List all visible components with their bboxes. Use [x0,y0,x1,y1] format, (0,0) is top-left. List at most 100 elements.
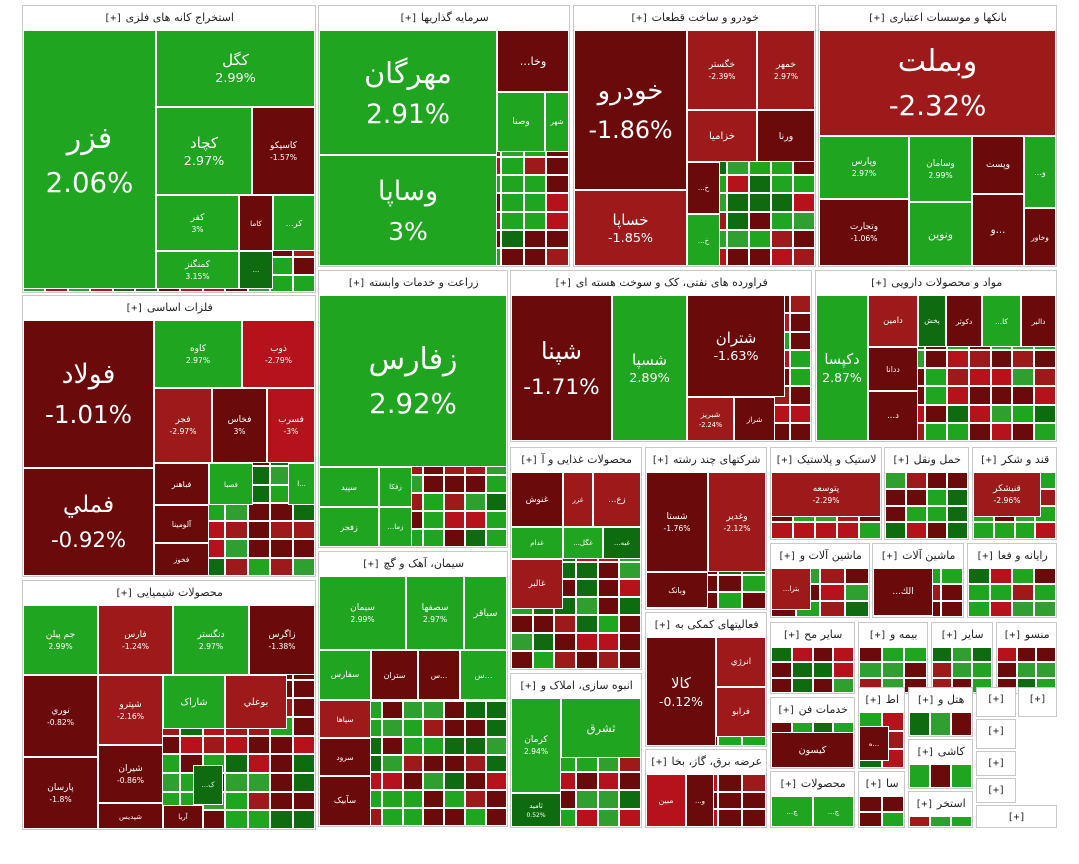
expand-button[interactable]: [+] [653,620,672,631]
minor-stock-tile[interactable] [727,175,750,194]
stock-tile[interactable]: خمهر 2.97% [757,30,815,110]
minor-stock-tile[interactable] [951,712,972,736]
minor-stock-tile[interactable] [844,584,869,601]
minor-stock-tile[interactable] [597,790,620,809]
sector-header[interactable]: بیمه و [+] [859,623,927,647]
stock-tile[interactable]: فولاد -1.01% [23,320,154,468]
minor-stock-tile[interactable] [990,600,1012,617]
minor-stock-tile[interactable] [423,701,445,719]
minor-stock-tile[interactable] [793,175,815,194]
minor-stock-tile[interactable] [718,809,742,827]
minor-stock-tile[interactable] [820,600,845,617]
sector-header[interactable]: فعالیتهای کمکی به [+] [646,613,766,637]
expand-button[interactable]: [+] [986,758,1006,769]
minor-stock-tile[interactable] [619,615,641,634]
stock-tile[interactable]: غبه... [603,527,641,559]
stock-tile[interactable]: سپاها [319,700,371,738]
minor-stock-tile[interactable] [771,662,792,678]
minor-stock-tile[interactable] [486,808,507,826]
minor-stock-tile[interactable] [225,791,248,811]
stock-tile[interactable]: ...ا [288,463,315,505]
minor-stock-tile[interactable] [500,157,524,176]
stock-tile[interactable]: ورنا [757,110,815,162]
expand-button[interactable]: [+] [779,779,798,790]
stock-tile[interactable]: و... [686,774,714,827]
expand-button[interactable]: [+] [976,551,995,562]
stock-tile[interactable]: کاوه 2.97% [154,320,242,388]
minor-stock-tile[interactable] [270,773,293,792]
sector-header[interactable]: بانکها و موسسات اعتباری [+] [819,6,1056,30]
sector-header[interactable]: قند و شکر [+] [973,448,1056,472]
stock-tile[interactable]: شیران -0.86% [98,745,163,803]
stock-tile[interactable]: فصبا [209,463,253,505]
minor-stock-tile[interactable] [292,557,315,576]
minor-stock-tile[interactable] [1012,349,1035,368]
minor-stock-tile[interactable] [930,816,951,827]
minor-stock-tile[interactable] [381,808,403,826]
minor-stock-tile[interactable] [771,647,792,663]
minor-stock-tile[interactable] [789,313,811,332]
expand-button[interactable]: [+] [864,779,883,790]
stock-tile[interactable]: آلومينا [154,505,209,543]
minor-stock-tile[interactable] [546,229,569,248]
stock-tile[interactable]: وخا... [497,30,569,92]
expand-button[interactable]: [+] [1007,812,1026,823]
stock-tile[interactable]: سصفها 2.97% [406,576,464,650]
stock-tile[interactable]: و... [1024,136,1056,208]
stock-tile[interactable]: وسامان 2.99% [909,136,972,202]
stock-tile[interactable]: شستا -1.76% [646,472,708,572]
minor-stock-tile[interactable] [1012,422,1035,441]
minor-stock-tile[interactable] [225,557,248,576]
minor-stock-tile[interactable] [771,677,792,693]
sector-header[interactable]: خدمات فن [+] [771,698,854,722]
minor-stock-tile[interactable] [247,735,271,755]
minor-stock-tile[interactable] [402,718,424,737]
stock-tile[interactable]: مبين [646,774,686,827]
minor-stock-tile[interactable] [946,386,969,405]
minor-stock-tile[interactable] [990,584,1012,601]
minor-stock-tile[interactable] [546,193,569,212]
minor-stock-tile[interactable] [771,193,794,212]
minor-stock-tile[interactable] [292,679,315,699]
expand-button[interactable]: [+] [361,559,380,570]
expand-button[interactable]: [+] [777,705,796,716]
expand-button[interactable]: [+] [519,681,538,692]
minor-stock-tile[interactable] [909,764,930,788]
minor-stock-tile[interactable] [597,651,620,669]
minor-stock-tile[interactable] [381,754,403,773]
minor-stock-tile[interactable] [292,502,315,522]
minor-stock-tile[interactable] [576,615,598,634]
minor-stock-tile[interactable] [511,633,533,652]
minor-stock-tile[interactable] [292,773,315,792]
minor-stock-tile[interactable] [1036,662,1056,678]
minor-stock-tile[interactable] [270,521,293,540]
minor-stock-tile[interactable] [947,505,968,523]
stock-tile[interactable]: سپید [319,467,379,507]
stock-tile[interactable]: بترا... [771,568,811,610]
minor-stock-tile[interactable] [905,522,927,539]
minor-stock-tile[interactable] [292,274,315,292]
stock-tile[interactable]: ستران [371,650,418,700]
minor-stock-tile[interactable] [789,386,811,405]
minor-stock-tile[interactable] [202,735,226,755]
minor-stock-tile[interactable] [909,712,930,736]
minor-stock-tile[interactable] [554,651,576,669]
expand-button[interactable]: [+] [1003,630,1022,641]
stock-tile[interactable]: زفکا [379,467,412,507]
minor-stock-tile[interactable] [904,647,927,663]
minor-stock-tile[interactable] [423,790,445,809]
minor-stock-tile[interactable] [486,736,507,755]
minor-stock-tile[interactable] [951,764,972,788]
minor-stock-tile[interactable] [292,754,315,773]
stock-tile[interactable]: وصنا [497,92,545,152]
minor-stock-tile[interactable] [619,579,641,598]
minor-stock-tile[interactable] [546,247,569,266]
minor-stock-tile[interactable] [532,615,555,634]
minor-stock-tile[interactable] [997,647,1017,663]
expand-button[interactable]: [+] [347,278,366,289]
minor-stock-tile[interactable] [486,475,507,493]
minor-stock-tile[interactable] [946,404,969,423]
minor-stock-tile[interactable] [742,774,766,792]
minor-stock-tile[interactable] [947,472,968,489]
minor-stock-tile[interactable] [292,257,315,275]
